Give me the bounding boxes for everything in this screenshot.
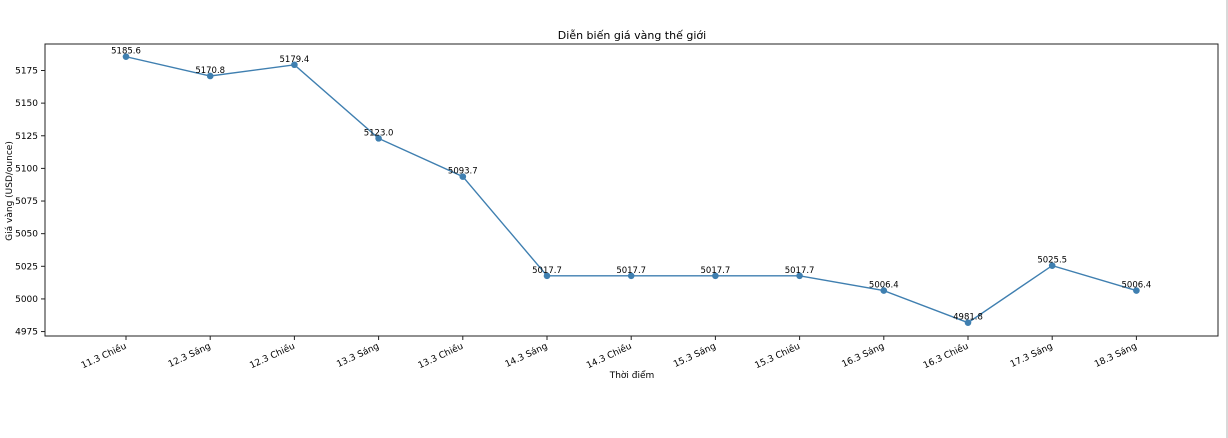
data-label: 5017.7 — [785, 266, 815, 276]
data-markers — [122, 53, 1140, 326]
y-tick-label: 5050 — [15, 230, 38, 240]
x-tick-label: 16.3 Chiều — [922, 341, 971, 372]
x-tick-label: 13.3 Chiều — [416, 341, 465, 372]
data-label: 5025.5 — [1037, 256, 1067, 266]
data-point — [291, 61, 298, 69]
data-point — [459, 173, 467, 180]
chart-title: Diễn biến giá vàng thế giới — [558, 29, 706, 42]
plot-area — [44, 43, 1219, 337]
data-label: 5006.4 — [1122, 281, 1152, 291]
data-label: 5017.7 — [616, 266, 646, 276]
x-tick-label: 15.3 Sáng — [672, 342, 718, 370]
data-label: 5179.4 — [280, 55, 310, 65]
x-tick-label: 15.3 Chiều — [753, 341, 802, 372]
data-point — [627, 272, 635, 280]
data-point — [122, 53, 130, 60]
y-tick-label: 4975 — [15, 328, 38, 338]
window-edge — [1226, 0, 1228, 438]
data-label: 5123.0 — [364, 128, 394, 138]
y-tick-label: 5175 — [15, 66, 38, 76]
x-tick-label: 17.3 Sáng — [1009, 342, 1055, 370]
data-label: 5006.4 — [869, 281, 899, 291]
x-tick-label: 14.3 Sáng — [504, 342, 550, 370]
data-point — [1133, 287, 1140, 294]
x-axis-label: Thời điểm — [609, 370, 655, 381]
y-tick-label: 5075 — [15, 197, 38, 207]
data-labels: 5185.6 5170.8 5179.4 5123.0 5093.7 5017.7 5017… — [111, 47, 1151, 323]
x-tick-label: 12.3 Chiều — [248, 341, 297, 372]
data-label: 5170.8 — [195, 66, 225, 76]
x-tick-label: 11.3 Chiều — [80, 341, 129, 372]
y-axis: 4975 5000 5025 5050 5075 5100 5125 5150 5175 — [15, 66, 45, 338]
x-tick-label: 13.3 Sáng — [335, 342, 381, 370]
data-point — [880, 287, 888, 294]
y-tick-label: 5100 — [15, 164, 38, 174]
y-tick-label: 5025 — [15, 262, 38, 272]
data-point — [206, 72, 214, 80]
data-label: 4981.8 — [953, 313, 983, 323]
x-tick-label: 18.3 Sáng — [1093, 342, 1139, 370]
data-point — [796, 272, 803, 280]
data-label: 5185.6 — [111, 47, 141, 57]
y-axis-label: Giá vàng (USD/ounce) — [5, 141, 15, 241]
data-label: 5017.7 — [701, 266, 731, 276]
data-label: 5093.7 — [448, 167, 478, 177]
data-point — [712, 272, 719, 280]
x-axis: 11.3 Chiều 12.3 Sáng 12.3 Chiều 13.3 Sáng 13… — [80, 336, 1139, 371]
data-point — [375, 135, 382, 142]
data-point — [964, 319, 972, 326]
x-tick-label: 16.3 Sáng — [841, 342, 887, 370]
y-tick-label: 5150 — [15, 99, 38, 109]
x-tick-label: 12.3 Sáng — [167, 342, 213, 370]
y-tick-label: 5000 — [15, 295, 38, 305]
series-line — [125, 56, 1137, 324]
y-tick-label: 5125 — [15, 132, 38, 142]
data-point — [1048, 262, 1056, 269]
data-label: 5017.7 — [532, 266, 562, 276]
data-point — [543, 272, 551, 280]
x-tick-label: 14.3 Chiều — [585, 341, 634, 372]
